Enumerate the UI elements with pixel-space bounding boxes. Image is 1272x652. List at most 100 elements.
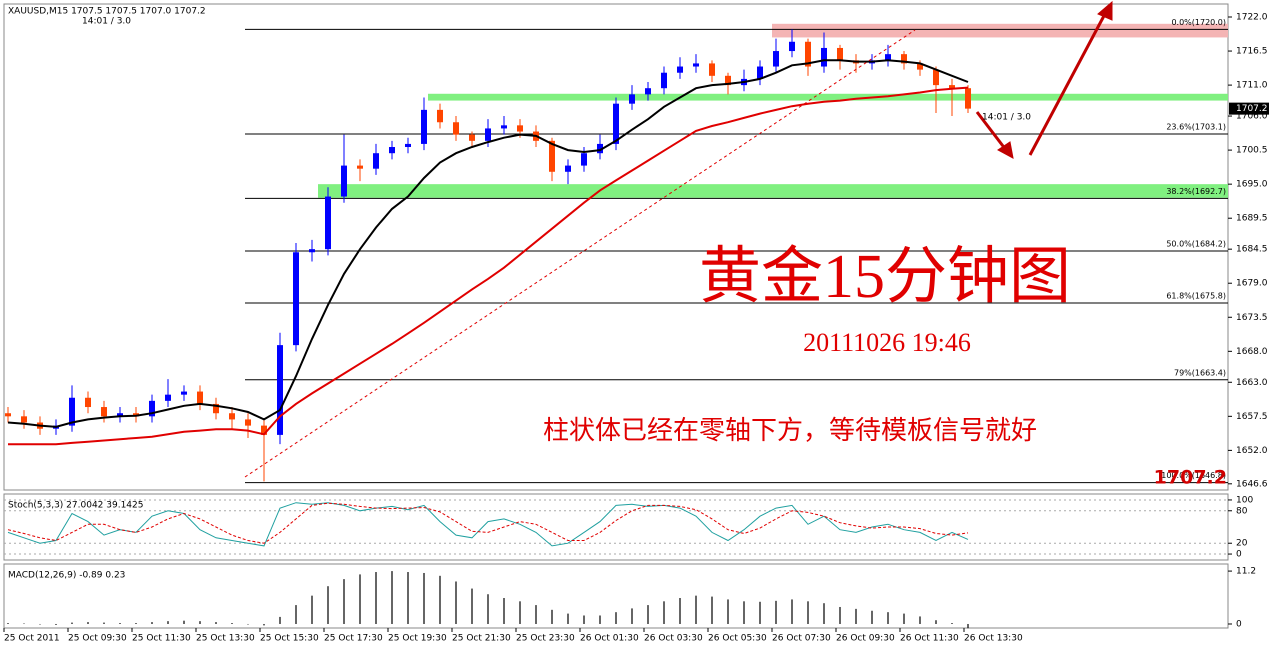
candle-body — [901, 54, 907, 64]
time-note: 14:01 / 3.0 — [982, 113, 1031, 123]
bar — [615, 612, 617, 624]
candle-body — [757, 66, 763, 79]
candle-body — [421, 109, 427, 144]
bar — [199, 621, 201, 624]
x-tick-label: 25 Oct 11:30 — [132, 634, 191, 644]
candle-body — [805, 41, 811, 67]
y-tick-label: 1722.0 — [1236, 13, 1268, 23]
bar — [375, 572, 377, 624]
bar — [263, 623, 265, 626]
candle-body — [485, 128, 491, 141]
bar — [39, 623, 41, 625]
stoch-title: Stoch(5,3,3) 27.0042 39.1425 — [8, 501, 143, 511]
x-tick-label: 25 Oct 21:30 — [452, 634, 511, 644]
price-panel — [3, 3, 1229, 491]
candle-body — [821, 47, 827, 67]
bar — [247, 623, 249, 625]
x-tick-label: 26 Oct 03:30 — [644, 634, 703, 644]
bar — [279, 616, 281, 624]
bar — [551, 609, 553, 624]
y-tick-label: 1684.5 — [1236, 245, 1268, 255]
bar — [535, 605, 537, 624]
y-tick-label: 0 — [1236, 619, 1242, 629]
y-tick-label: 1679.0 — [1236, 279, 1268, 289]
x-tick-label: 25 Oct 15:30 — [260, 634, 319, 644]
x-tick-label: 26 Oct 09:30 — [836, 634, 895, 644]
zone — [318, 184, 1228, 198]
candle-body — [101, 407, 107, 417]
bar — [103, 622, 105, 624]
bar — [391, 571, 393, 624]
bar — [151, 622, 153, 624]
bar — [183, 620, 185, 624]
candle-body — [885, 54, 891, 61]
x-tick-label: 25 Oct 19:30 — [388, 634, 447, 644]
candle-body — [229, 413, 235, 420]
candle-body — [789, 41, 795, 52]
candle-body — [373, 153, 379, 169]
candle-body — [389, 147, 395, 154]
y-tick-label: 100 — [1236, 495, 1253, 505]
candle-body — [693, 63, 699, 67]
trend-line — [244, 29, 916, 478]
candle-body — [837, 47, 843, 61]
bar — [295, 605, 297, 624]
bar — [519, 601, 521, 624]
bar — [167, 621, 169, 624]
bar — [599, 615, 601, 624]
bar — [743, 601, 745, 624]
bar — [679, 598, 681, 624]
fib-label: 100.0%(1646.8) — [1161, 471, 1226, 480]
line-series — [7, 59, 969, 428]
bar — [231, 623, 233, 624]
candle-body — [517, 125, 523, 132]
y-tick-label: 1689.5 — [1236, 214, 1268, 224]
bar — [455, 581, 457, 624]
y-tick-label: 1646.6 — [1236, 479, 1268, 489]
bar — [919, 616, 921, 624]
candle-body — [277, 345, 283, 435]
fib-label: 50.0%(1684.2) — [1166, 240, 1226, 249]
line-series — [7, 502, 969, 547]
arrow-head — [997, 141, 1014, 159]
bar — [327, 586, 329, 624]
bar — [775, 600, 777, 624]
y-tick-label: 1695.0 — [1236, 180, 1268, 190]
candle-body — [341, 165, 347, 197]
timestamp: 20111026 19:46 — [803, 328, 971, 357]
fib-label: 61.8%(1675.8) — [1166, 292, 1226, 301]
candle-body — [5, 413, 11, 417]
candle-body — [213, 403, 219, 414]
y-tick-label: 1652.0 — [1236, 446, 1268, 456]
candle-body — [709, 63, 715, 76]
candle-body — [773, 51, 779, 67]
y-tick-label: 1711.0 — [1236, 81, 1268, 91]
candle-body — [181, 391, 187, 395]
bar — [119, 623, 121, 624]
y-tick-label: 11.2 — [1236, 567, 1256, 577]
candle-body — [117, 413, 123, 417]
x-tick-label: 25 Oct 09:30 — [68, 634, 127, 644]
price-label: 1707.2 — [1236, 104, 1268, 114]
candle-body — [197, 391, 203, 404]
bar — [935, 620, 937, 624]
bar — [135, 623, 137, 624]
bar — [71, 622, 73, 624]
bar — [311, 595, 313, 624]
bar — [503, 598, 505, 624]
x-tick-label: 25 Oct 2011 — [4, 634, 60, 644]
bar — [423, 572, 425, 624]
candle-body — [453, 122, 459, 135]
last-price-big: 1707.2 — [1154, 467, 1227, 489]
up-arrow — [1028, 11, 1108, 156]
x-tick-label: 26 Oct 07:30 — [772, 634, 831, 644]
candle-body — [293, 252, 299, 346]
zone — [772, 23, 1228, 38]
bar — [7, 623, 9, 624]
candle-body — [325, 196, 331, 250]
candle-body — [661, 72, 667, 89]
macd-title: MACD(12,26,9) -0.89 0.23 — [8, 571, 125, 581]
y-tick-label: 1706.0 — [1236, 112, 1268, 122]
candle-body — [261, 425, 267, 435]
